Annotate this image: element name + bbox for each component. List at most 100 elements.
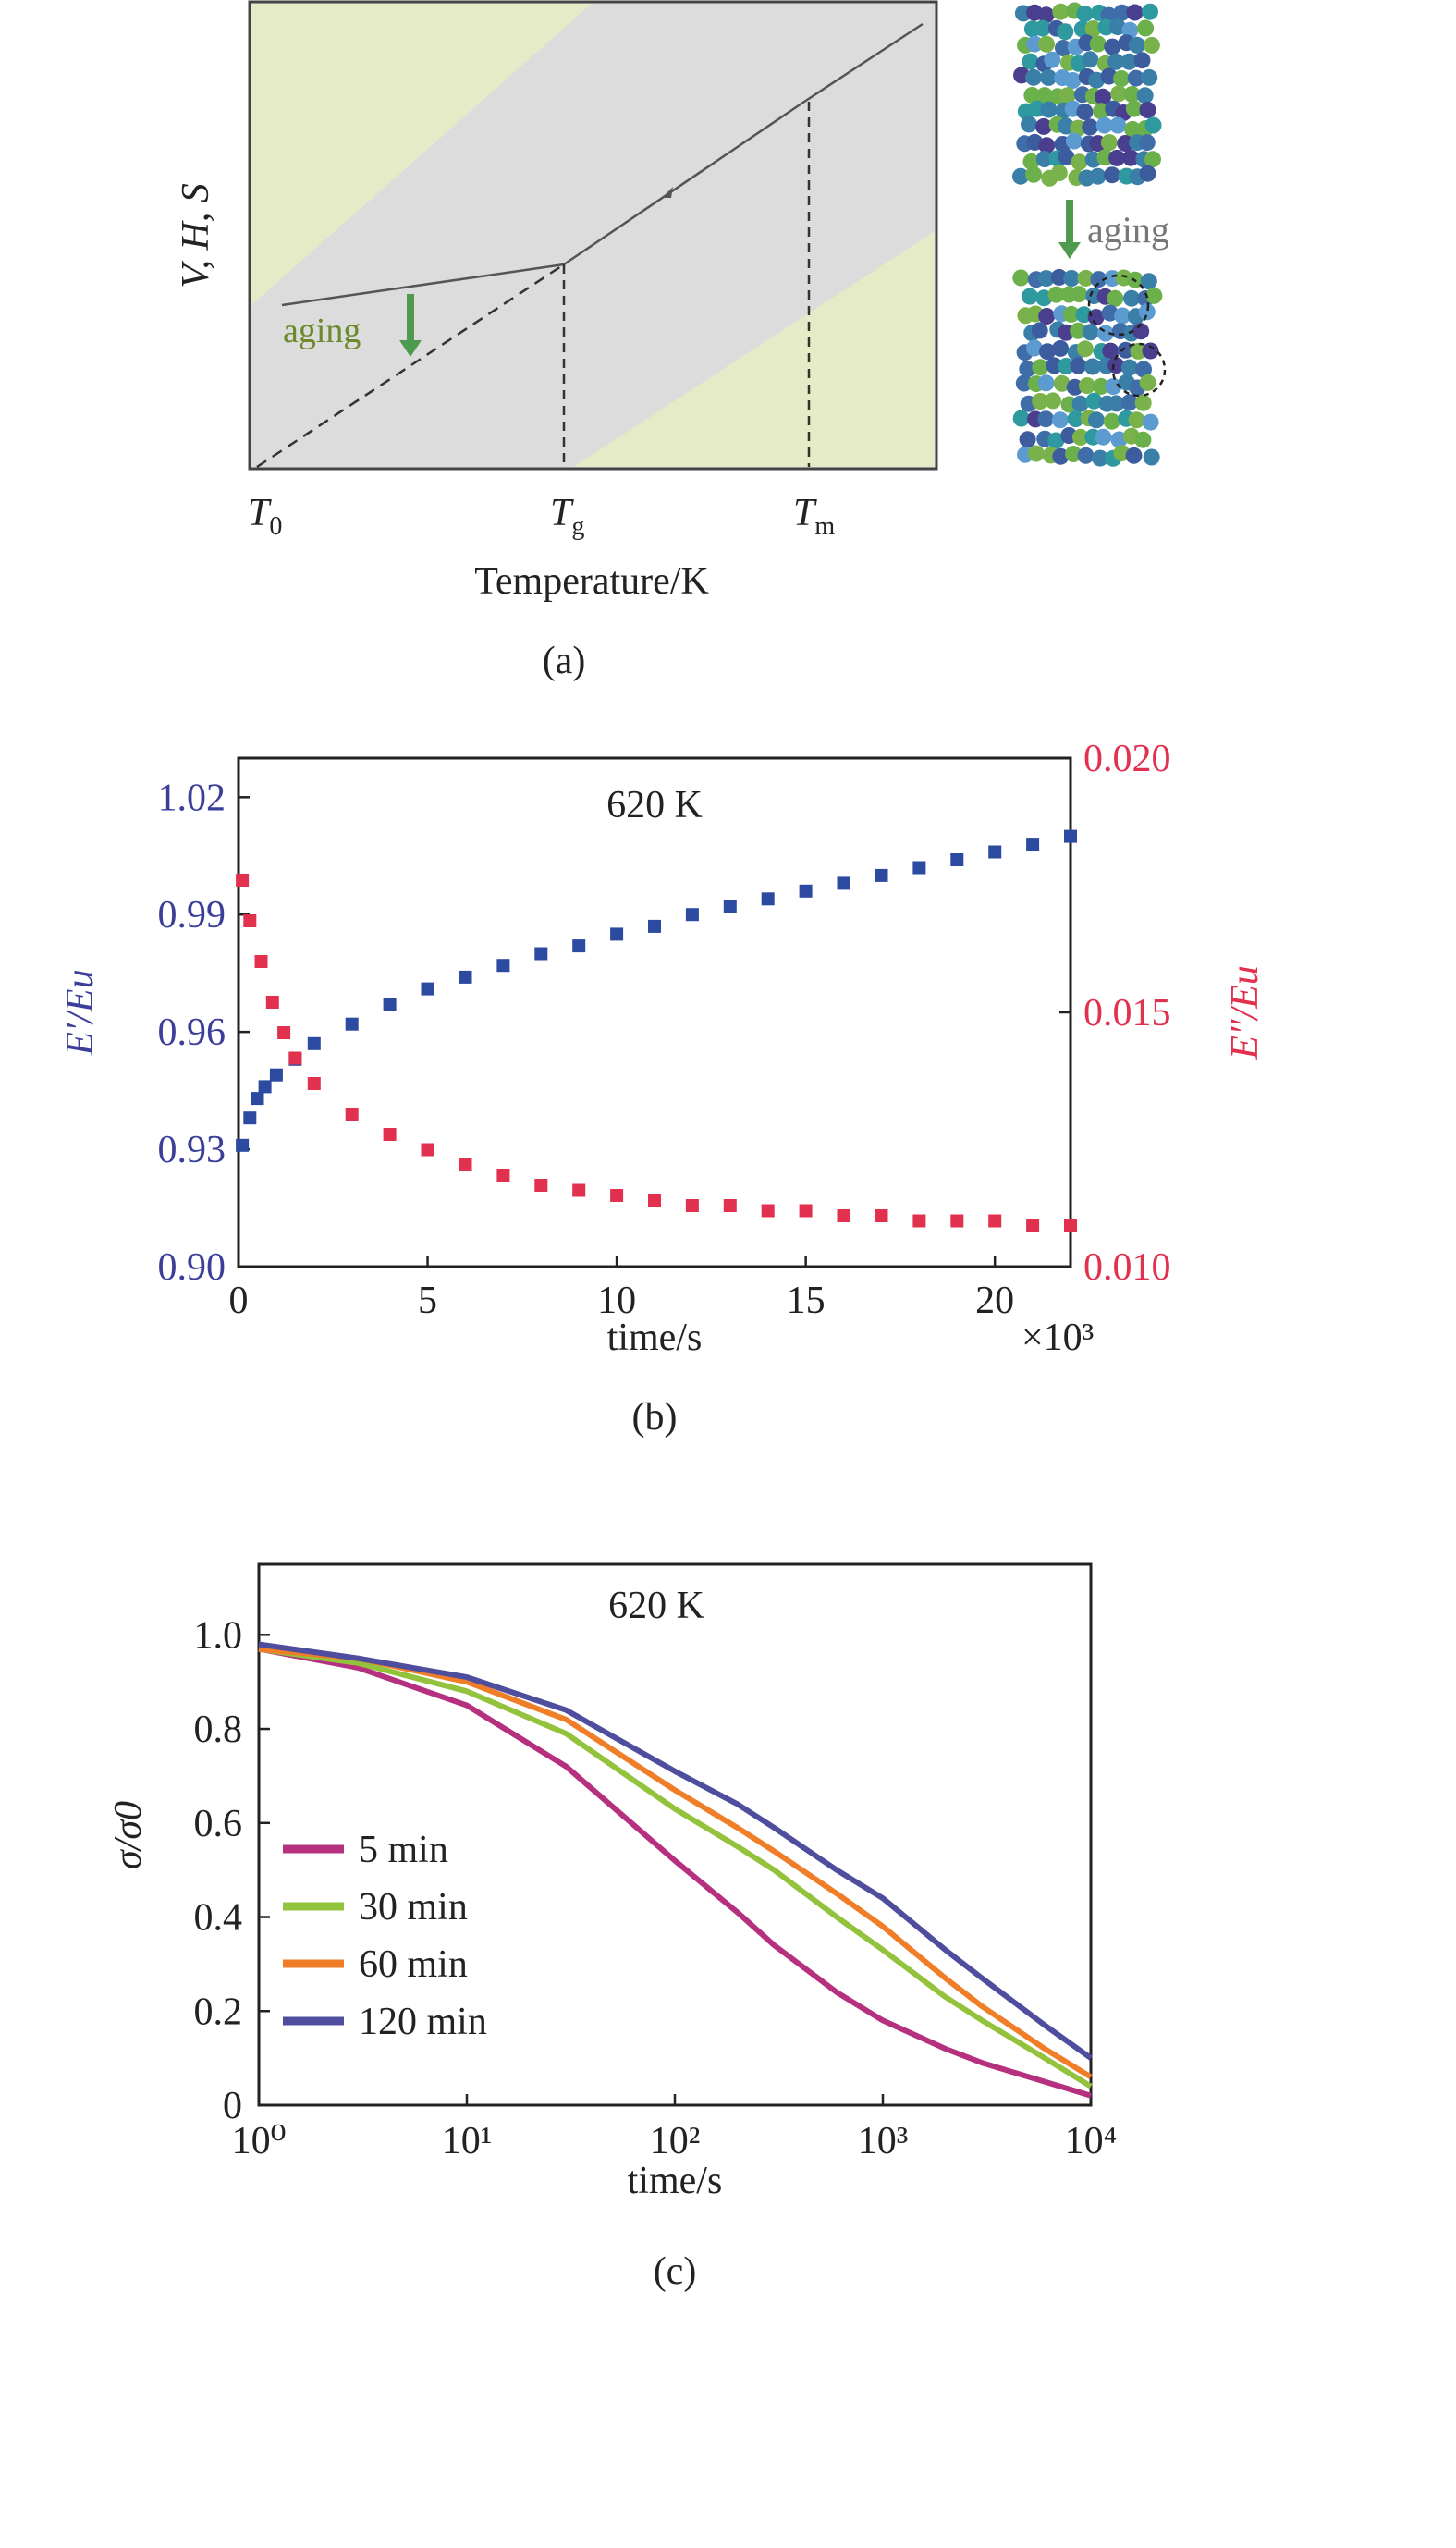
panel-c-y-tick-label: 0.4 <box>194 1897 243 1940</box>
atom-dot <box>1107 395 1125 412</box>
panel-a-glass-line <box>281 263 565 307</box>
atom-dot <box>1025 68 1043 86</box>
panel-b-x-tick-label: 0 <box>229 1280 249 1322</box>
panel-c-y-tick-label: 0.2 <box>194 1991 243 2033</box>
panel-b-point-series-2 <box>799 1204 813 1218</box>
atom-dot <box>1076 340 1094 358</box>
atom-dot <box>1144 116 1162 134</box>
atom-dot <box>1100 67 1118 85</box>
atom-dot <box>1101 304 1119 322</box>
panel-a-extrapolated-line <box>256 263 565 469</box>
panel-a-cluster-circle-2 <box>1111 342 1167 398</box>
atom-dot <box>1134 394 1152 411</box>
panel-b-point-series-2 <box>988 1214 1002 1228</box>
panel-b: 0 5 10 15 20 0.90 0.93 0.96 0.99 1.02 0.010 0.015 0.… <box>59 738 1266 1439</box>
panel-b-point-series-1 <box>421 982 434 996</box>
panel-b-point-series-2 <box>236 874 250 887</box>
atom-dot <box>1055 40 1071 56</box>
panel-b-point-series-1 <box>988 845 1002 859</box>
atom-dot <box>1071 286 1088 303</box>
panel-a-x-tick-tm: Tm <box>793 492 835 541</box>
atom-dot <box>1083 358 1101 375</box>
atom-dot <box>1134 431 1152 448</box>
panel-b-y-right-tick-label: 0.010 <box>1083 1246 1171 1289</box>
atom-dot <box>1140 273 1157 290</box>
panel-b-point-series-1 <box>534 947 548 961</box>
atom-dot <box>1015 374 1033 392</box>
panel-b-point-series-1 <box>610 927 624 941</box>
panel-b-caption: (b) <box>632 1396 678 1439</box>
panel-a-highlight-top-left <box>251 4 592 305</box>
atom-dot <box>1089 167 1107 185</box>
panel-c-legend: 5 min 30 min 60 min 120 min <box>283 1829 487 2043</box>
panel-b-point-series-1 <box>258 1080 272 1094</box>
atom-dot <box>1071 428 1089 446</box>
atom-dot <box>1077 269 1095 287</box>
panel-a-caption: (a) <box>543 640 586 682</box>
atom-dot <box>1052 447 1070 465</box>
atom-dot <box>1019 431 1036 448</box>
panel-c-line-series-3 <box>258 1646 1093 2080</box>
atom-dot <box>1012 410 1030 427</box>
atom-dot <box>1052 3 1070 20</box>
panel-a-cluster-circle-1 <box>1087 274 1150 337</box>
atom-dot <box>1120 53 1138 70</box>
atom-dot <box>1141 68 1158 86</box>
atom-dot <box>1039 343 1056 361</box>
panel-c-y-tick-label: 1.0 <box>194 1614 243 1657</box>
panel-b-annotation: 620 K <box>606 784 703 827</box>
panel-b-point-series-1 <box>459 970 472 984</box>
atom-dot <box>1139 374 1156 391</box>
panel-b-point-series-2 <box>383 1128 397 1141</box>
panel-a-highlight-bottom-right <box>573 231 935 467</box>
panel-b-point-series-2 <box>496 1169 510 1182</box>
panel-b-ylabel-left: E′/Eu <box>59 969 102 1056</box>
atom-dot <box>1095 428 1112 446</box>
atom-dot <box>1108 149 1126 166</box>
atom-dot <box>1089 35 1107 53</box>
panel-c-y-tick-label: 0.8 <box>194 1709 243 1751</box>
panel-c-x-tick-label: 10² <box>650 2120 701 2162</box>
panel-b-xlabel: time/s <box>607 1317 703 1359</box>
atom-dot <box>1104 166 1120 184</box>
atom-dot <box>1040 101 1058 118</box>
panel-b-y-left-tick-label: 0.99 <box>158 894 226 937</box>
atom-dot <box>1132 323 1150 340</box>
panel-b-point-series-2 <box>459 1158 472 1171</box>
svg-text:T0: T0 <box>248 492 282 541</box>
panel-b-point-series-1 <box>307 1036 321 1050</box>
atom-dot <box>1034 19 1051 37</box>
panel-b-y-left-tick-label: 1.02 <box>158 777 226 819</box>
atom-dot <box>1032 359 1049 376</box>
svg-text:Tm: Tm <box>793 492 835 541</box>
panel-b-point-series-2 <box>288 1051 302 1065</box>
atom-dot <box>1026 35 1044 53</box>
atom-dot <box>1143 36 1160 54</box>
panel-c-line-series-2 <box>258 1646 1093 2089</box>
atom-dot <box>1022 53 1039 70</box>
atom-dot <box>1107 53 1125 70</box>
atom-dot <box>1050 268 1068 286</box>
panel-a-ylabel: V, H, S <box>175 183 217 288</box>
panel-b-marks <box>236 829 1077 1232</box>
atom-dot <box>1036 87 1053 104</box>
atom-dot <box>1143 448 1160 466</box>
atom-dot <box>1109 116 1127 134</box>
panel-b-point-series-2 <box>610 1189 624 1202</box>
panel-c-caption: (c) <box>654 2250 697 2293</box>
panel-b-point-series-1 <box>648 919 661 933</box>
panel-b-y-left-tick-label: 0.96 <box>158 1011 226 1054</box>
atom-dot <box>1012 167 1029 185</box>
atom-dot <box>1128 36 1145 54</box>
panel-b-point-series-2 <box>345 1108 359 1121</box>
atom-dot <box>1085 392 1103 410</box>
atom-dot <box>1037 410 1055 428</box>
panel-a-atom-structure-after <box>1012 268 1163 467</box>
panel-b-y-left-tick-label: 0.90 <box>158 1246 226 1289</box>
atom-dot <box>1019 361 1036 378</box>
panel-a-atom-structure-before <box>1012 2 1162 187</box>
panel-b-x-tick-label: 15 <box>787 1280 826 1322</box>
panel-b-point-series-2 <box>685 1199 699 1212</box>
panel-b-point-series-1 <box>837 876 850 890</box>
panel-b-point-series-1 <box>950 853 964 866</box>
